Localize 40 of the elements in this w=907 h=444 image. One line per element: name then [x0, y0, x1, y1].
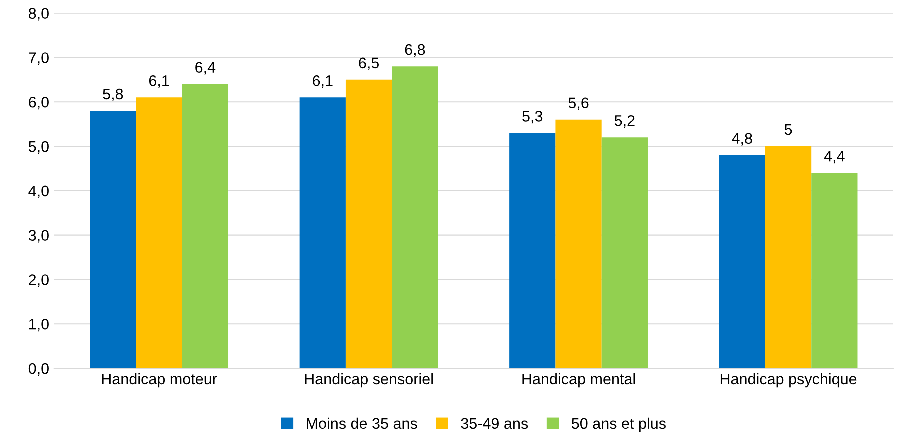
data-label: 6,4 — [196, 62, 216, 75]
y-tick-label: 7,0 — [29, 52, 49, 66]
data-label: 5,6 — [568, 98, 589, 110]
legend-label: Moins de 35 ans — [307, 418, 418, 430]
y-tick-label: 1,0 — [29, 318, 49, 332]
bar — [510, 133, 556, 369]
x-tick-label: Handicap psychique — [720, 373, 857, 388]
bar — [556, 120, 602, 369]
data-label: 5,8 — [103, 88, 124, 102]
bar — [300, 98, 346, 369]
bar — [136, 98, 182, 369]
data-label: 5,3 — [522, 111, 543, 124]
data-label: 6,1 — [149, 76, 170, 88]
x-tick-label: Handicap mental — [522, 373, 636, 388]
bar — [346, 80, 392, 369]
bar — [765, 146, 812, 369]
bar — [602, 138, 648, 369]
y-tick-label: 8,0 — [28, 8, 49, 21]
legend-label: 35-49 ans — [461, 418, 528, 430]
data-label: 6,5 — [359, 58, 380, 70]
data-label: 4,8 — [732, 133, 752, 146]
y-tick-label: 6,0 — [29, 96, 49, 110]
y-tick-label: 3,0 — [28, 230, 49, 243]
x-tick-label: Handicap moteur — [102, 373, 218, 388]
bar — [392, 66, 438, 369]
y-tick-label: 0,0 — [28, 363, 49, 376]
data-label: 5,2 — [614, 115, 635, 128]
legend-label: 50 ans et plus — [572, 418, 666, 432]
data-label: 4,4 — [824, 151, 845, 164]
data-label: 6,1 — [313, 76, 333, 88]
bar — [182, 84, 229, 369]
x-tick-label: Handicap sensoriel — [305, 373, 433, 388]
bar — [719, 155, 766, 369]
bar — [812, 173, 858, 369]
y-tick-label: 5,0 — [28, 141, 49, 154]
data-label: 6,8 — [405, 44, 426, 58]
bar — [90, 111, 136, 369]
data-label: 5 — [784, 124, 792, 136]
y-tick-label: 2,0 — [29, 274, 49, 288]
y-tick-label: 4,0 — [28, 186, 49, 198]
